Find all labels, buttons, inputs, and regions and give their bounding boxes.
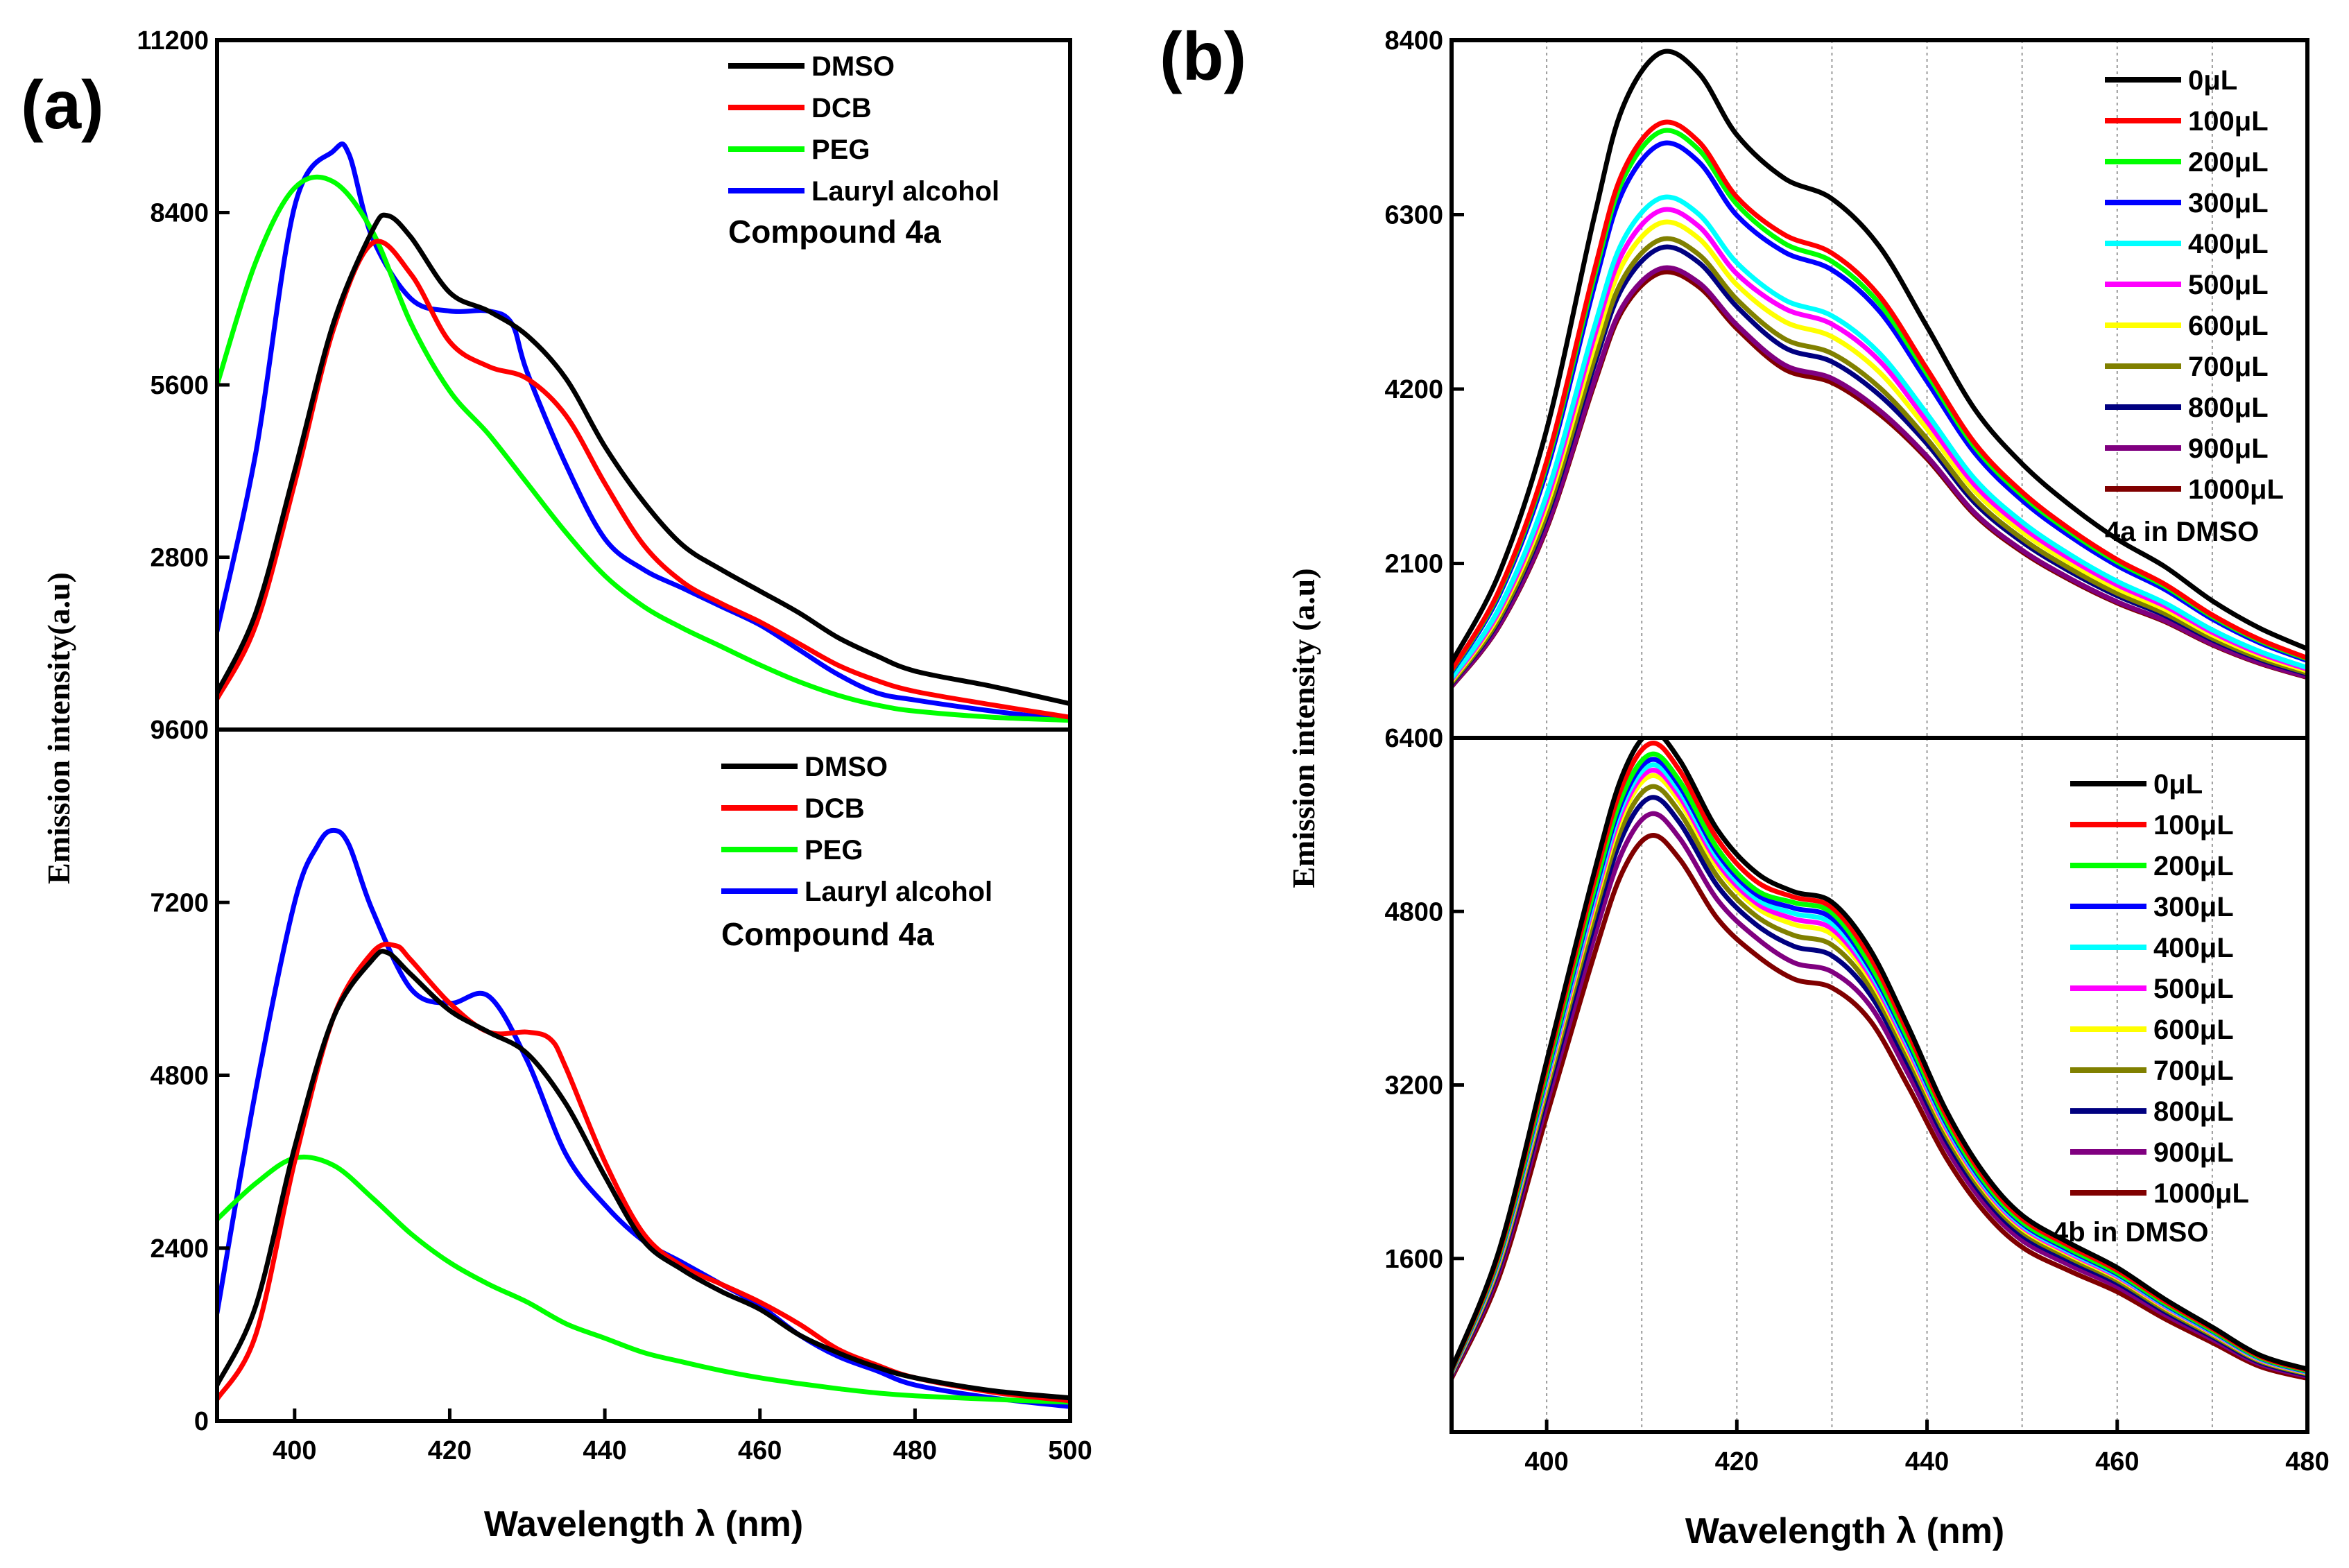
panel-b-label: (b) bbox=[1160, 18, 1246, 94]
legend-label: 1000μL bbox=[2188, 474, 2284, 505]
legend: 0μL 100μL 200μL 300μL 400μL 500μL 600μL 700μL 80… bbox=[2070, 769, 2249, 1209]
x-tick-label: 500 bbox=[1048, 1436, 1092, 1465]
legend-label: 100μL bbox=[2153, 810, 2234, 841]
legend-label: 200μL bbox=[2153, 851, 2234, 881]
chart-annotation: 4b in DMSO bbox=[2053, 1217, 2208, 1248]
legend-label: DMSO bbox=[811, 51, 895, 82]
legend-label: 500μL bbox=[2188, 270, 2269, 300]
plot-frame bbox=[217, 730, 1070, 1421]
y-tick-label: 8400 bbox=[1384, 26, 1443, 55]
chart-annotation: 4a in DMSO bbox=[2105, 517, 2259, 547]
y-tick-label: 6400 bbox=[1384, 724, 1443, 753]
x-tick-label: 420 bbox=[428, 1436, 472, 1465]
x-tick-label: 460 bbox=[2095, 1447, 2139, 1476]
y-tick-label: 1600 bbox=[1384, 1245, 1443, 1274]
legend-label: 400μL bbox=[2188, 229, 2269, 259]
legend-label: 900μL bbox=[2153, 1137, 2234, 1168]
legend-label: 500μL bbox=[2153, 974, 2234, 1004]
legend-label: DCB bbox=[804, 793, 865, 824]
legend-label: PEG bbox=[811, 135, 870, 165]
legend-label: 300μL bbox=[2188, 188, 2269, 218]
x-tick-label: 400 bbox=[1524, 1447, 1568, 1476]
series-line bbox=[1452, 51, 2307, 662]
y-tick-label: 11200 bbox=[137, 26, 209, 55]
chart-annotation: Compound 4a bbox=[728, 214, 941, 250]
legend-label: 1000μL bbox=[2153, 1178, 2249, 1209]
series-line bbox=[217, 1157, 1070, 1402]
legend-label: PEG bbox=[804, 835, 863, 865]
series-line bbox=[217, 177, 1070, 720]
legend-label: 600μL bbox=[2153, 1015, 2234, 1045]
series-group bbox=[217, 830, 1070, 1406]
y-tick-label: 4200 bbox=[1384, 375, 1443, 404]
legend-label: 0μL bbox=[2153, 769, 2203, 800]
chart-b-top: 021004200630084000μL100μL200μL300μL400μL… bbox=[1384, 26, 2307, 753]
legend-label: Lauryl alcohol bbox=[804, 877, 992, 907]
legend-label: 400μL bbox=[2153, 933, 2234, 963]
legend-label: 700μL bbox=[2188, 352, 2269, 382]
legend-label: 200μL bbox=[2188, 147, 2269, 178]
y-tick-label: 5600 bbox=[150, 371, 209, 400]
chart-a-top: 2800 5600 8400 11200 DMSO DCB PEG Lauryl alcoho… bbox=[137, 26, 1070, 730]
x-tick-label: 480 bbox=[2285, 1447, 2329, 1476]
series-line bbox=[217, 241, 1070, 717]
legend-label: DMSO bbox=[804, 752, 888, 782]
y-tick-label: 0 bbox=[194, 1407, 209, 1436]
x-tick-label: 460 bbox=[738, 1436, 782, 1465]
chart-annotation: Compound 4a bbox=[721, 916, 934, 952]
series-group bbox=[217, 144, 1070, 721]
y-tick-label: 7200 bbox=[150, 888, 209, 917]
series-line bbox=[1452, 197, 2307, 678]
x-axis-title-a: Wavelength λ (nm) bbox=[484, 1504, 803, 1544]
legend-label: 800μL bbox=[2188, 393, 2269, 423]
legend-label: 700μL bbox=[2153, 1056, 2234, 1086]
y-tick-label: 4800 bbox=[150, 1062, 209, 1091]
legend: DMSO DCB PEG Lauryl alcohol bbox=[721, 752, 992, 907]
legend-label: 0μL bbox=[2188, 65, 2237, 96]
y-tick-label: 9600 bbox=[150, 716, 209, 745]
y-tick-label: 4800 bbox=[1384, 897, 1443, 927]
legend-label: 600μL bbox=[2188, 311, 2269, 341]
y-tick-label: 2100 bbox=[1384, 550, 1443, 579]
legend-label: DCB bbox=[811, 93, 872, 123]
legend: DMSO DCB PEG Lauryl alcohol bbox=[728, 51, 999, 207]
legend-label: 900μL bbox=[2188, 433, 2269, 464]
legend: 0μL 100μL 200μL 300μL 400μL 500μL 600μL 700μL 80… bbox=[2105, 65, 2284, 505]
x-tick-label: 440 bbox=[1905, 1447, 1949, 1476]
chart-b-bottom: 1600 3200 4800 6400 400 420 440 460 480 0μL 100μL 2… bbox=[1384, 724, 2329, 1476]
y-axis-title-a: Emission intensity(a.u) bbox=[41, 572, 76, 884]
x-tick-label: 440 bbox=[583, 1436, 626, 1465]
y-tick-label: 6300 bbox=[1384, 201, 1443, 230]
series-line bbox=[217, 830, 1070, 1406]
series-line bbox=[1452, 798, 2307, 1375]
y-axis-title-b: Emission intensity (a.u) bbox=[1286, 568, 1321, 888]
y-tick-label: 8400 bbox=[150, 199, 209, 228]
x-tick-label: 400 bbox=[273, 1436, 316, 1465]
figure: (a) (b) Emission intensity(a.u) Emission… bbox=[0, 0, 2349, 1568]
legend-label: Lauryl alcohol bbox=[811, 176, 999, 207]
y-tick-label: 3200 bbox=[1384, 1071, 1443, 1101]
x-tick-label: 420 bbox=[1715, 1447, 1759, 1476]
x-tick-label: 480 bbox=[893, 1436, 937, 1465]
series-line bbox=[217, 215, 1070, 704]
legend-label: 300μL bbox=[2153, 892, 2234, 922]
x-axis-title-b: Wavelength λ (nm) bbox=[1685, 1511, 2004, 1551]
legend-label: 100μL bbox=[2188, 106, 2269, 137]
series-group bbox=[1452, 51, 2307, 687]
series-line bbox=[217, 144, 1070, 721]
panel-a-label: (a) bbox=[21, 67, 104, 143]
y-tick-label: 2800 bbox=[150, 544, 209, 573]
legend-label: 800μL bbox=[2153, 1096, 2234, 1127]
y-tick-label: 2400 bbox=[150, 1234, 209, 1264]
